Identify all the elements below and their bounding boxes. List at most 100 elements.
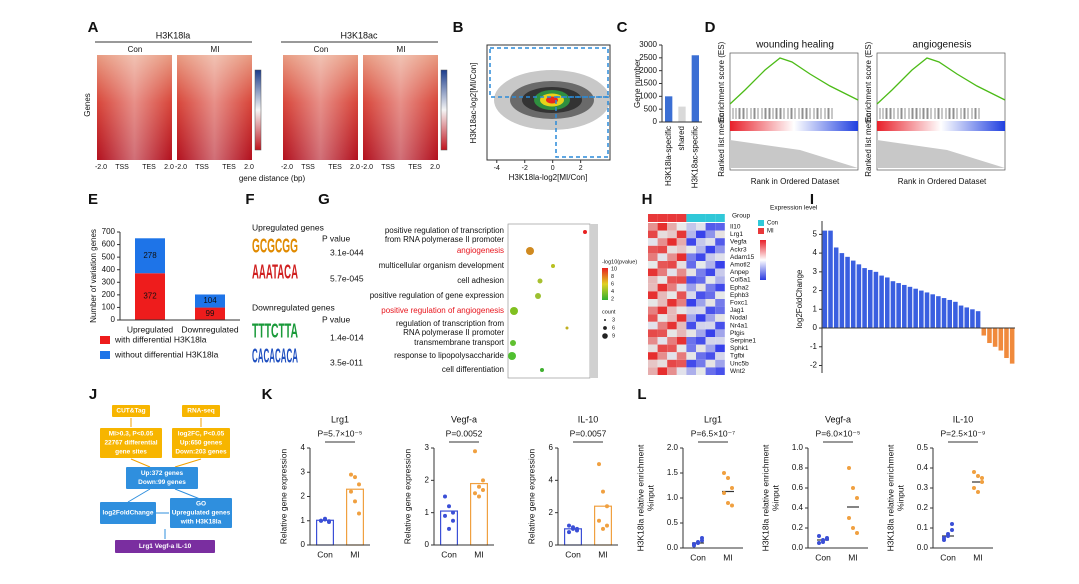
- heatmap-cell: [686, 359, 696, 368]
- x-tick-label: Downregulated: [181, 324, 238, 334]
- legend-label: with differential H3K18la: [114, 334, 207, 344]
- flow-node: [115, 540, 215, 553]
- x-tick-label: Con: [565, 549, 581, 559]
- heatmap-cell: [696, 299, 706, 307]
- y-axis-label: Relative gene expression: [278, 449, 288, 545]
- p-annotation: P=6.0×10⁻⁵: [816, 428, 861, 438]
- data-point: [976, 474, 980, 478]
- heatmap-cell: [686, 299, 696, 307]
- flow-text: Up:650 genes: [180, 440, 223, 447]
- heatmap-cell: [648, 245, 658, 254]
- y-tick-label: 2: [549, 508, 554, 517]
- flow-text: log2FoldChange: [103, 510, 154, 517]
- heatmap-cell: [696, 268, 706, 277]
- arrow: [127, 488, 151, 503]
- go-term: cell adhesion: [457, 276, 504, 285]
- y-tick-label: 0: [813, 323, 818, 332]
- heatmap-cell: [705, 245, 716, 254]
- p-annotation: P=0.0057: [570, 428, 607, 438]
- heatmap-cell: [696, 253, 706, 261]
- colorbar: [602, 268, 608, 300]
- bar: [958, 305, 964, 329]
- go-dot: [535, 293, 541, 299]
- heatmap-cell: [657, 359, 668, 368]
- panel-label: A: [88, 19, 99, 36]
- group-bar: [657, 214, 668, 222]
- heatmap-cell: [676, 314, 687, 322]
- y-axis-label: Relative gene expression: [526, 449, 536, 545]
- heatmap-cell: [696, 283, 706, 292]
- y-tick-label: 0: [425, 540, 430, 549]
- heatmap-cell: [657, 344, 668, 353]
- data-point: [447, 504, 451, 509]
- p-annotation: P=5.7×10⁻⁵: [318, 428, 363, 438]
- data-point: [357, 482, 361, 487]
- y-tick-label: 0.0: [792, 543, 804, 552]
- heatmap-cell: [676, 261, 687, 269]
- x-tick-label: MI: [973, 552, 982, 562]
- flow-text: Down:203 genes: [175, 449, 227, 456]
- y-axis-label: Enrichment score (ES): [717, 41, 726, 122]
- y-axis-label: Ranked list metric: [717, 113, 726, 177]
- heatmap-cell: [715, 283, 725, 292]
- heatmap-cell: [696, 306, 706, 315]
- data-point: [567, 523, 571, 528]
- x-tick-label: MI: [723, 552, 732, 562]
- y-tick-label: 0: [653, 117, 658, 126]
- group-label: Con: [314, 45, 329, 54]
- data-point: [726, 501, 730, 505]
- panel-label: F: [245, 191, 254, 208]
- heatmap-cell: [715, 291, 725, 299]
- bar: [691, 55, 699, 123]
- data-point: [722, 471, 726, 475]
- heatmap-cell: [696, 367, 706, 375]
- heatmap-cell: [667, 359, 677, 368]
- heatmap-cell: [657, 352, 668, 360]
- heatmap-cell: [705, 321, 716, 330]
- gene-label: Adam15: [730, 254, 755, 261]
- es-curve: [729, 57, 859, 105]
- y-tick-label: 0.3: [917, 483, 929, 492]
- heatmap-cell: [676, 283, 687, 292]
- chart-title: IL-10: [953, 414, 974, 424]
- data-point: [847, 516, 851, 520]
- flow-node: [112, 405, 150, 417]
- heatmap-cell: [667, 337, 677, 345]
- bar: [964, 307, 970, 329]
- heatmap-cell: [715, 299, 725, 307]
- group-label: MI: [397, 45, 406, 54]
- y-axis-label: Enrichment score (ES): [864, 41, 873, 122]
- bar: [930, 294, 935, 329]
- p-value: 3.1e-044: [330, 247, 364, 257]
- heatmap-cell: [648, 299, 658, 307]
- flow-text: log2FC, P<0.05: [178, 431, 225, 438]
- data-point: [942, 536, 946, 540]
- y-tick-label: 200: [102, 290, 116, 299]
- heatmap-cell: [686, 253, 696, 261]
- heatmap-cell: [696, 291, 706, 299]
- legend-label: MI: [767, 229, 774, 235]
- gene-label: Jag1: [730, 307, 744, 314]
- heatmap-cell: [667, 261, 677, 269]
- flow-text: gene sites: [115, 449, 147, 456]
- legend-dot: [604, 319, 606, 321]
- heatmap-band: [177, 55, 252, 160]
- heatmap-cell: [715, 306, 725, 315]
- bar: [678, 106, 686, 122]
- group-bar: [696, 214, 706, 222]
- gene-label: Nr4a1: [730, 322, 748, 329]
- y-tick-label: 0.4: [917, 463, 929, 472]
- x-tick-label: Con: [815, 552, 831, 562]
- heatmap-cell: [715, 367, 725, 375]
- legend-label: 10: [611, 266, 617, 272]
- chart-title: Vegf-a: [451, 414, 477, 424]
- x-tick-label: H3K18ac-specific: [690, 126, 699, 188]
- heatmap-cell: [705, 261, 716, 269]
- bar: [913, 288, 918, 329]
- heatmap-cell: [686, 306, 696, 315]
- heatmap-cell: [676, 230, 687, 239]
- heatmap-cell: [676, 367, 687, 375]
- heatmap-cell: [705, 306, 716, 315]
